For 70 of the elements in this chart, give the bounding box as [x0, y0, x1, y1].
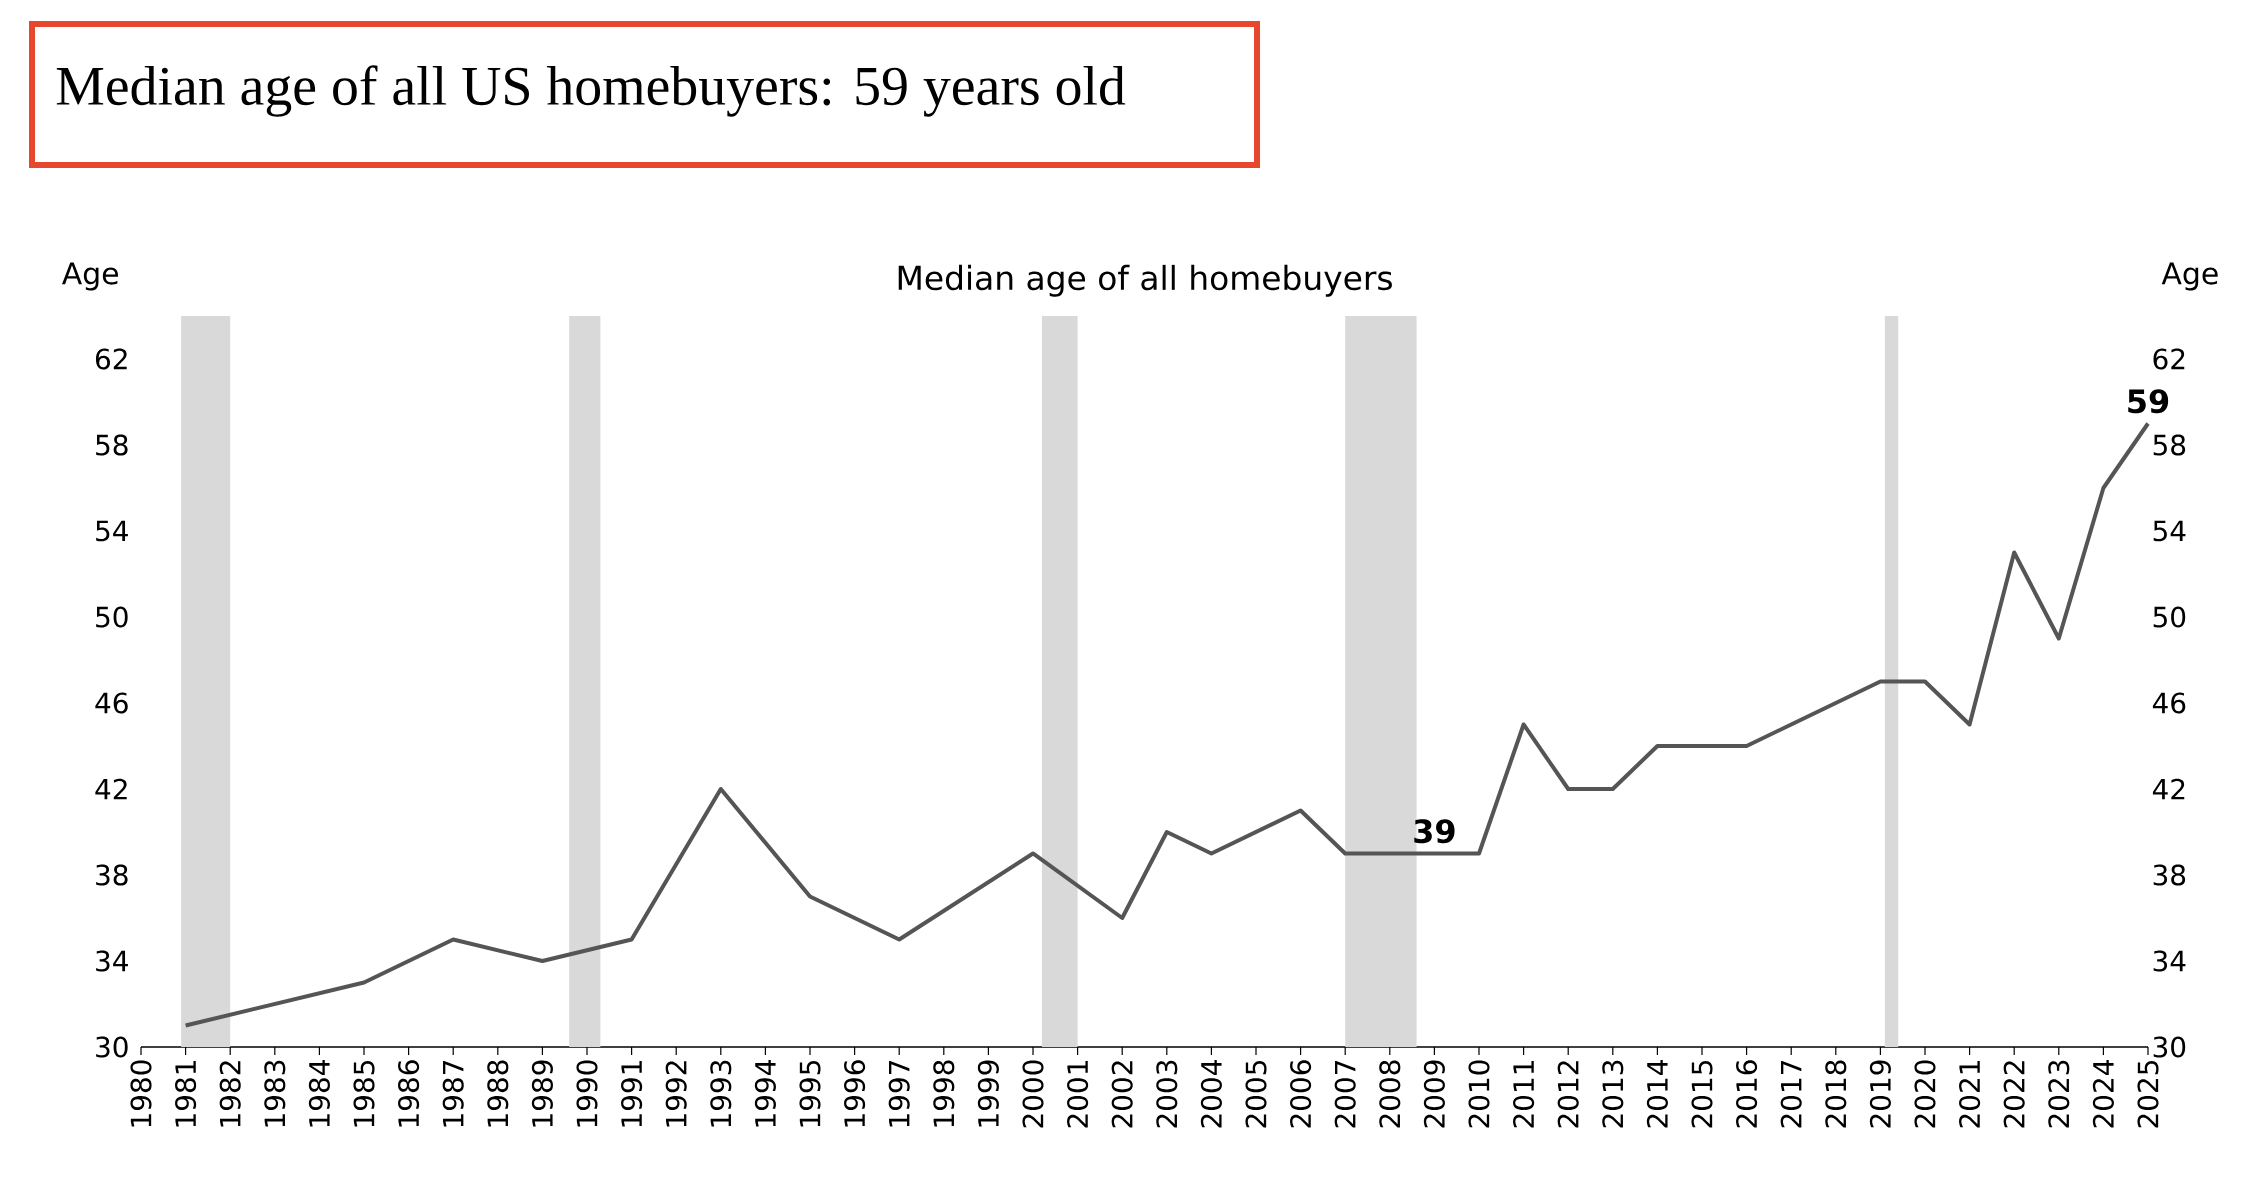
x-tick-label: 2015	[1691, 1060, 1713, 1128]
x-tick-label: 1998	[933, 1060, 955, 1127]
y2-tick-label: 50	[2153, 606, 2186, 628]
x-tick-label: 2024	[2092, 1060, 2114, 1128]
x-tick-label: 2010	[1468, 1060, 1490, 1128]
x-tick-label: 2020	[1914, 1060, 1936, 1128]
chart-subtitle: Median age of all homebuyers	[898, 264, 1392, 297]
x-tick-label: 2011	[1513, 1061, 1535, 1128]
y-tick-label: 58	[96, 434, 128, 456]
x-tick-label: 1983	[264, 1060, 286, 1127]
data-label: 39	[1414, 819, 1455, 844]
x-tick-label: 1989	[531, 1060, 553, 1127]
x-tick-label: 1985	[353, 1060, 375, 1127]
x-tick-label: 1990	[576, 1060, 598, 1127]
x-tick-label: 1992	[665, 1061, 687, 1127]
y2-tick-label: 46	[2152, 692, 2186, 714]
x-tick-label: 2008	[1379, 1060, 1401, 1128]
y2-tick-label: 54	[2153, 520, 2186, 542]
x-tick-label: 2012	[1557, 1061, 1579, 1128]
chart-title: Median age of all US homebuyers: 59 years old	[56, 65, 1126, 117]
y-tick-label: 38	[96, 864, 128, 886]
x-tick-label: 1993	[710, 1060, 732, 1127]
x-tick-label: 2007	[1334, 1060, 1356, 1128]
x-tick-label: 2006	[1290, 1060, 1312, 1128]
x-tick-label: 2019	[1869, 1060, 1891, 1128]
x-tick-label: 2002	[1111, 1061, 1133, 1128]
x-tick-label: 2018	[1825, 1060, 1847, 1128]
x-tick-label: 1994	[754, 1060, 776, 1127]
x-tick-label: 2025	[2137, 1060, 2159, 1128]
x-tick-label: 2017	[1780, 1060, 1802, 1128]
y-tick-label: 42	[95, 778, 127, 800]
y2-tick-label: 30	[2153, 1036, 2186, 1058]
y2-tick-label: 42	[2152, 778, 2185, 800]
x-tick-label: 2021	[1959, 1061, 1981, 1128]
x-tick-label: 1995	[799, 1060, 821, 1127]
x-tick-label: 2001	[1067, 1061, 1089, 1128]
x-tick-label: 2016	[1736, 1060, 1758, 1128]
x-tick-label: 1981	[175, 1061, 197, 1127]
y2-tick-label: 34	[2153, 950, 2186, 972]
y2-tick-label: 62	[2153, 348, 2185, 370]
x-tick-label: 1982	[219, 1061, 241, 1127]
y-tick-label: 30	[96, 1036, 128, 1058]
x-tick-label: 2004	[1200, 1060, 1222, 1128]
x-tick-label: 1999	[977, 1060, 999, 1127]
x-tick-label: 1980	[130, 1060, 152, 1127]
x-tick-label: 2014	[1646, 1060, 1668, 1128]
x-tick-label: 1991	[621, 1061, 643, 1127]
x-tick-label: 2009	[1423, 1060, 1445, 1128]
x-tick-label: 2013	[1602, 1060, 1624, 1128]
y2-tick-label: 38	[2153, 864, 2186, 886]
x-tick-label: 2000	[1022, 1060, 1044, 1128]
y-axis-title: Age	[62, 262, 118, 291]
x-tick-label: 1996	[844, 1060, 866, 1127]
x-tick-label: 1997	[888, 1060, 910, 1127]
y-tick-label: 54	[96, 520, 128, 542]
data-label: 59	[2128, 389, 2169, 414]
x-tick-label: 2003	[1156, 1060, 1178, 1128]
x-tick-label: 1986	[398, 1060, 420, 1127]
x-tick-label: 1987	[442, 1060, 464, 1127]
x-tick-label: 2005	[1245, 1060, 1267, 1128]
x-tick-label: 1988	[487, 1060, 509, 1127]
x-tick-label: 2023	[2048, 1060, 2070, 1128]
x-tick-label: 1984	[308, 1060, 330, 1127]
x-tick-label: 2022	[2003, 1061, 2025, 1128]
y-tick-label: 34	[96, 950, 128, 972]
y-tick-label: 50	[96, 606, 128, 628]
y-tick-label: 46	[95, 692, 128, 714]
y2-axis-title: Age	[2161, 262, 2218, 291]
y-tick-label: 62	[95, 348, 127, 370]
y2-tick-label: 58	[2153, 434, 2186, 456]
